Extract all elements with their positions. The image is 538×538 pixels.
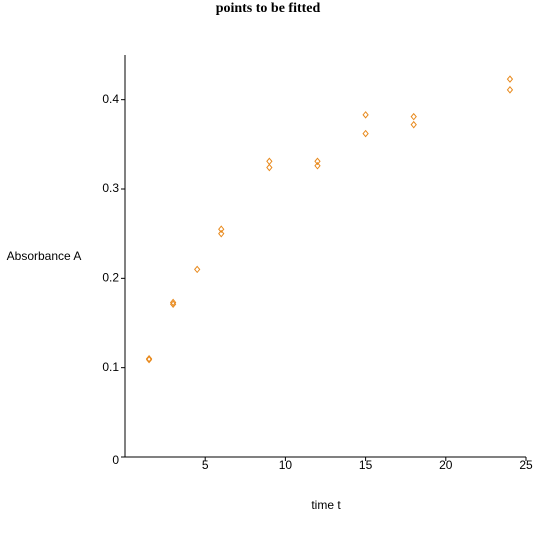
y-tick-label: 0.3 [102, 181, 119, 195]
data-point [145, 354, 153, 363]
data-point [362, 129, 369, 138]
data-point [169, 300, 177, 309]
data-point [410, 112, 417, 121]
y-axis-label: Absorbance A [7, 249, 82, 263]
data-point [218, 225, 225, 233]
data-point [218, 229, 225, 238]
data-point [506, 86, 514, 94]
x-axis-label: time t [311, 498, 341, 512]
x-tick-label: 15 [359, 458, 373, 472]
data-point [169, 298, 177, 307]
y-tick-label: 0.2 [102, 271, 119, 285]
y-tick-label: 0.1 [102, 360, 119, 374]
chart-title: points to be fitted [216, 1, 321, 16]
data-point [314, 157, 321, 166]
data-point [194, 265, 201, 274]
y-tick-label: 0 [112, 453, 119, 467]
data-point [266, 157, 273, 166]
data-point [314, 161, 321, 170]
data-point [362, 111, 369, 119]
x-tick-label: 25 [519, 458, 533, 472]
data-point [410, 120, 417, 129]
data-point [145, 355, 153, 364]
x-tick-label: 5 [202, 458, 209, 472]
y-tick-label: 0.4 [102, 92, 119, 106]
data-point [266, 163, 273, 172]
x-tick-label: 20 [439, 458, 453, 472]
x-tick-label: 10 [279, 458, 293, 472]
data-point [506, 75, 514, 83]
